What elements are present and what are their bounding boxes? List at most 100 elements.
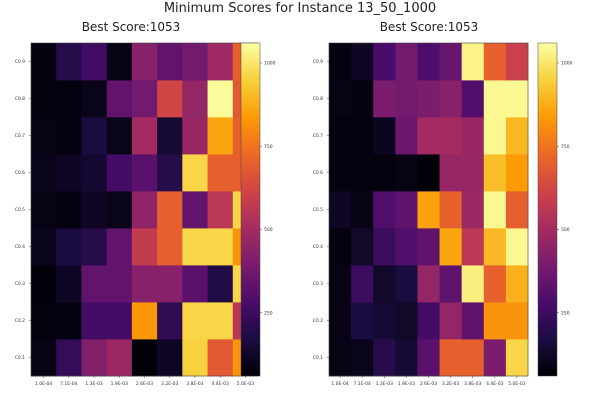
heatmap-cell-r2-c1 (329, 302, 352, 340)
heatmap-cell-r2-c2 (56, 302, 82, 340)
heatmap-cell-r8-c6 (157, 80, 183, 118)
heatmap-cell-r5-c5 (417, 191, 440, 229)
heatmap-cell-r7-c5 (131, 117, 158, 155)
heatmap-cell-r2-c7 (461, 302, 485, 340)
heatmap-cell-r9-c1 (329, 43, 352, 81)
left-heatmap (31, 43, 259, 377)
heatmap-cell-r4-c8 (207, 228, 234, 266)
heatmap-cell-r6-c6 (439, 154, 463, 192)
heatmap-cell-r1-c6 (157, 339, 183, 377)
heatmap-cell-r3-c4 (395, 265, 418, 303)
x-tick-label: 1.9E-03 (398, 381, 415, 387)
x-tick-label: 4.4E-03 (211, 381, 228, 387)
heatmap-cell-r9-c8 (483, 43, 507, 81)
heatmap-cell-r5-c5 (131, 191, 158, 229)
left-colorbar: 250 500 750 1000 (240, 42, 276, 377)
heatmap-cell-r5-c9 (505, 191, 529, 229)
heatmap-cell-r4-c7 (461, 228, 485, 266)
heatmap-cell-r6-c9 (505, 154, 529, 192)
heatmap-cell-r2-c7 (182, 302, 208, 340)
heatmap-cell-r5-c6 (439, 191, 463, 229)
colorbar-tick-label: 500 (561, 227, 570, 233)
right-heatmap (329, 43, 529, 377)
heatmap-cell-r5-c7 (182, 191, 208, 229)
x-tick-label: 1.3E-03 (376, 381, 393, 387)
heatmap-cell-r7-c6 (439, 117, 463, 155)
heatmap-cell-r3-c6 (157, 265, 183, 303)
heatmap-cell-r6-c8 (483, 154, 507, 192)
heatmap-cell-r9-c5 (131, 43, 158, 81)
y-tick-label: C0.5 (15, 207, 25, 213)
heatmap-cell-r5-c4 (106, 191, 133, 229)
heatmap-cell-r1-c5 (417, 339, 440, 377)
heatmap-cell-r5-c7 (461, 191, 485, 229)
colorbar-tick-label: 1000 (561, 61, 573, 67)
heatmap-cell-r8-c3 (81, 80, 108, 118)
x-tick-label: 3.8E-03 (464, 381, 481, 387)
heatmap-cell-r5-c3 (81, 191, 108, 229)
heatmap-cell-r6-c1 (329, 154, 352, 192)
heatmap-cell-r2-c5 (131, 302, 158, 340)
heatmap-cell-r7-c7 (461, 117, 485, 155)
heatmap-cell-r8-c3 (373, 80, 396, 118)
heatmap-cell-r3-c2 (351, 265, 374, 303)
x-tick-label: 5.0E-03 (237, 381, 254, 387)
left-panel: Best Score:1053 1.0E-04 7.1E-04 1.3E-03 1.9… (15, 20, 276, 387)
x-tick-label: 3.2E-03 (161, 381, 178, 387)
y-tick-label: C0.7 (15, 133, 25, 139)
y-tick-label: C0.8 (15, 96, 25, 102)
heatmap-cell-r1-c7 (182, 339, 208, 377)
heatmap-cell-r8-c1 (329, 80, 352, 118)
heatmap-cell-r1-c3 (81, 339, 108, 377)
heatmap-cell-r8-c1 (31, 80, 57, 118)
right-heatmap-axes: 1.0E-04 7.1E-04 1.3E-03 1.9E-03 2.6E-03 3.2E-… (313, 42, 529, 387)
heatmap-cell-r1-c1 (31, 339, 57, 377)
heatmap-cell-r9-c7 (182, 43, 208, 81)
heatmap-cell-r2-c3 (81, 302, 108, 340)
heatmap-cell-r2-c1 (31, 302, 57, 340)
x-tick-label: 3.2E-03 (442, 381, 459, 387)
heatmap-cell-r7-c5 (417, 117, 440, 155)
y-tick-label: C0.4 (313, 244, 323, 250)
heatmap-cell-r7-c6 (157, 117, 183, 155)
heatmap-cell-r6-c4 (395, 154, 418, 192)
heatmap-cell-r3-c7 (182, 265, 208, 303)
heatmap-cell-r5-c8 (483, 191, 507, 229)
heatmap-cell-r5-c1 (31, 191, 57, 229)
heatmap-cell-r4-c2 (351, 228, 374, 266)
heatmap-cell-r4-c9 (505, 228, 529, 266)
heatmap-cell-r1-c7 (461, 339, 485, 377)
x-tick-label: 2.6E-03 (420, 381, 437, 387)
heatmap-cell-r1-c6 (439, 339, 463, 377)
heatmap-cell-r4-c4 (106, 228, 133, 266)
heatmap-cell-r2-c9 (505, 302, 529, 340)
heatmap-cell-r8-c4 (106, 80, 133, 118)
heatmap-cell-r2-c8 (207, 302, 234, 340)
heatmap-cell-r6-c5 (417, 154, 440, 192)
heatmap-cell-r4-c7 (182, 228, 208, 266)
x-tick-label: 7.1E-04 (353, 381, 370, 387)
heatmap-cell-r6-c2 (56, 154, 82, 192)
heatmap-cell-r1-c8 (483, 339, 507, 377)
heatmap-cell-r3-c5 (417, 265, 440, 303)
colorbar-tick-label: 250 (264, 310, 273, 316)
heatmap-cell-r6-c6 (157, 154, 183, 192)
heatmap-cell-r3-c7 (461, 265, 485, 303)
heatmap-cell-r3-c8 (207, 265, 234, 303)
x-tick-label: 7.1E-04 (60, 381, 77, 387)
heatmap-cell-r1-c2 (351, 339, 374, 377)
heatmap-cell-r6-c4 (106, 154, 133, 192)
heatmap-cell-r4-c5 (131, 228, 158, 266)
x-tick-label: 4.4E-03 (486, 381, 503, 387)
heatmap-cell-r5-c1 (329, 191, 352, 229)
heatmap-cell-r8-c6 (439, 80, 463, 118)
heatmap-cell-r7-c4 (395, 117, 418, 155)
heatmap-cell-r6-c7 (461, 154, 485, 192)
heatmap-cell-r9-c4 (395, 43, 418, 81)
y-tick-label: C0.6 (15, 170, 25, 176)
heatmap-cell-r7-c1 (329, 117, 352, 155)
heatmap-cell-r6-c3 (81, 154, 108, 192)
x-tick-label: 1.9E-03 (111, 381, 128, 387)
heatmap-cell-r7-c3 (373, 117, 396, 155)
heatmap-cell-r4-c1 (31, 228, 57, 266)
